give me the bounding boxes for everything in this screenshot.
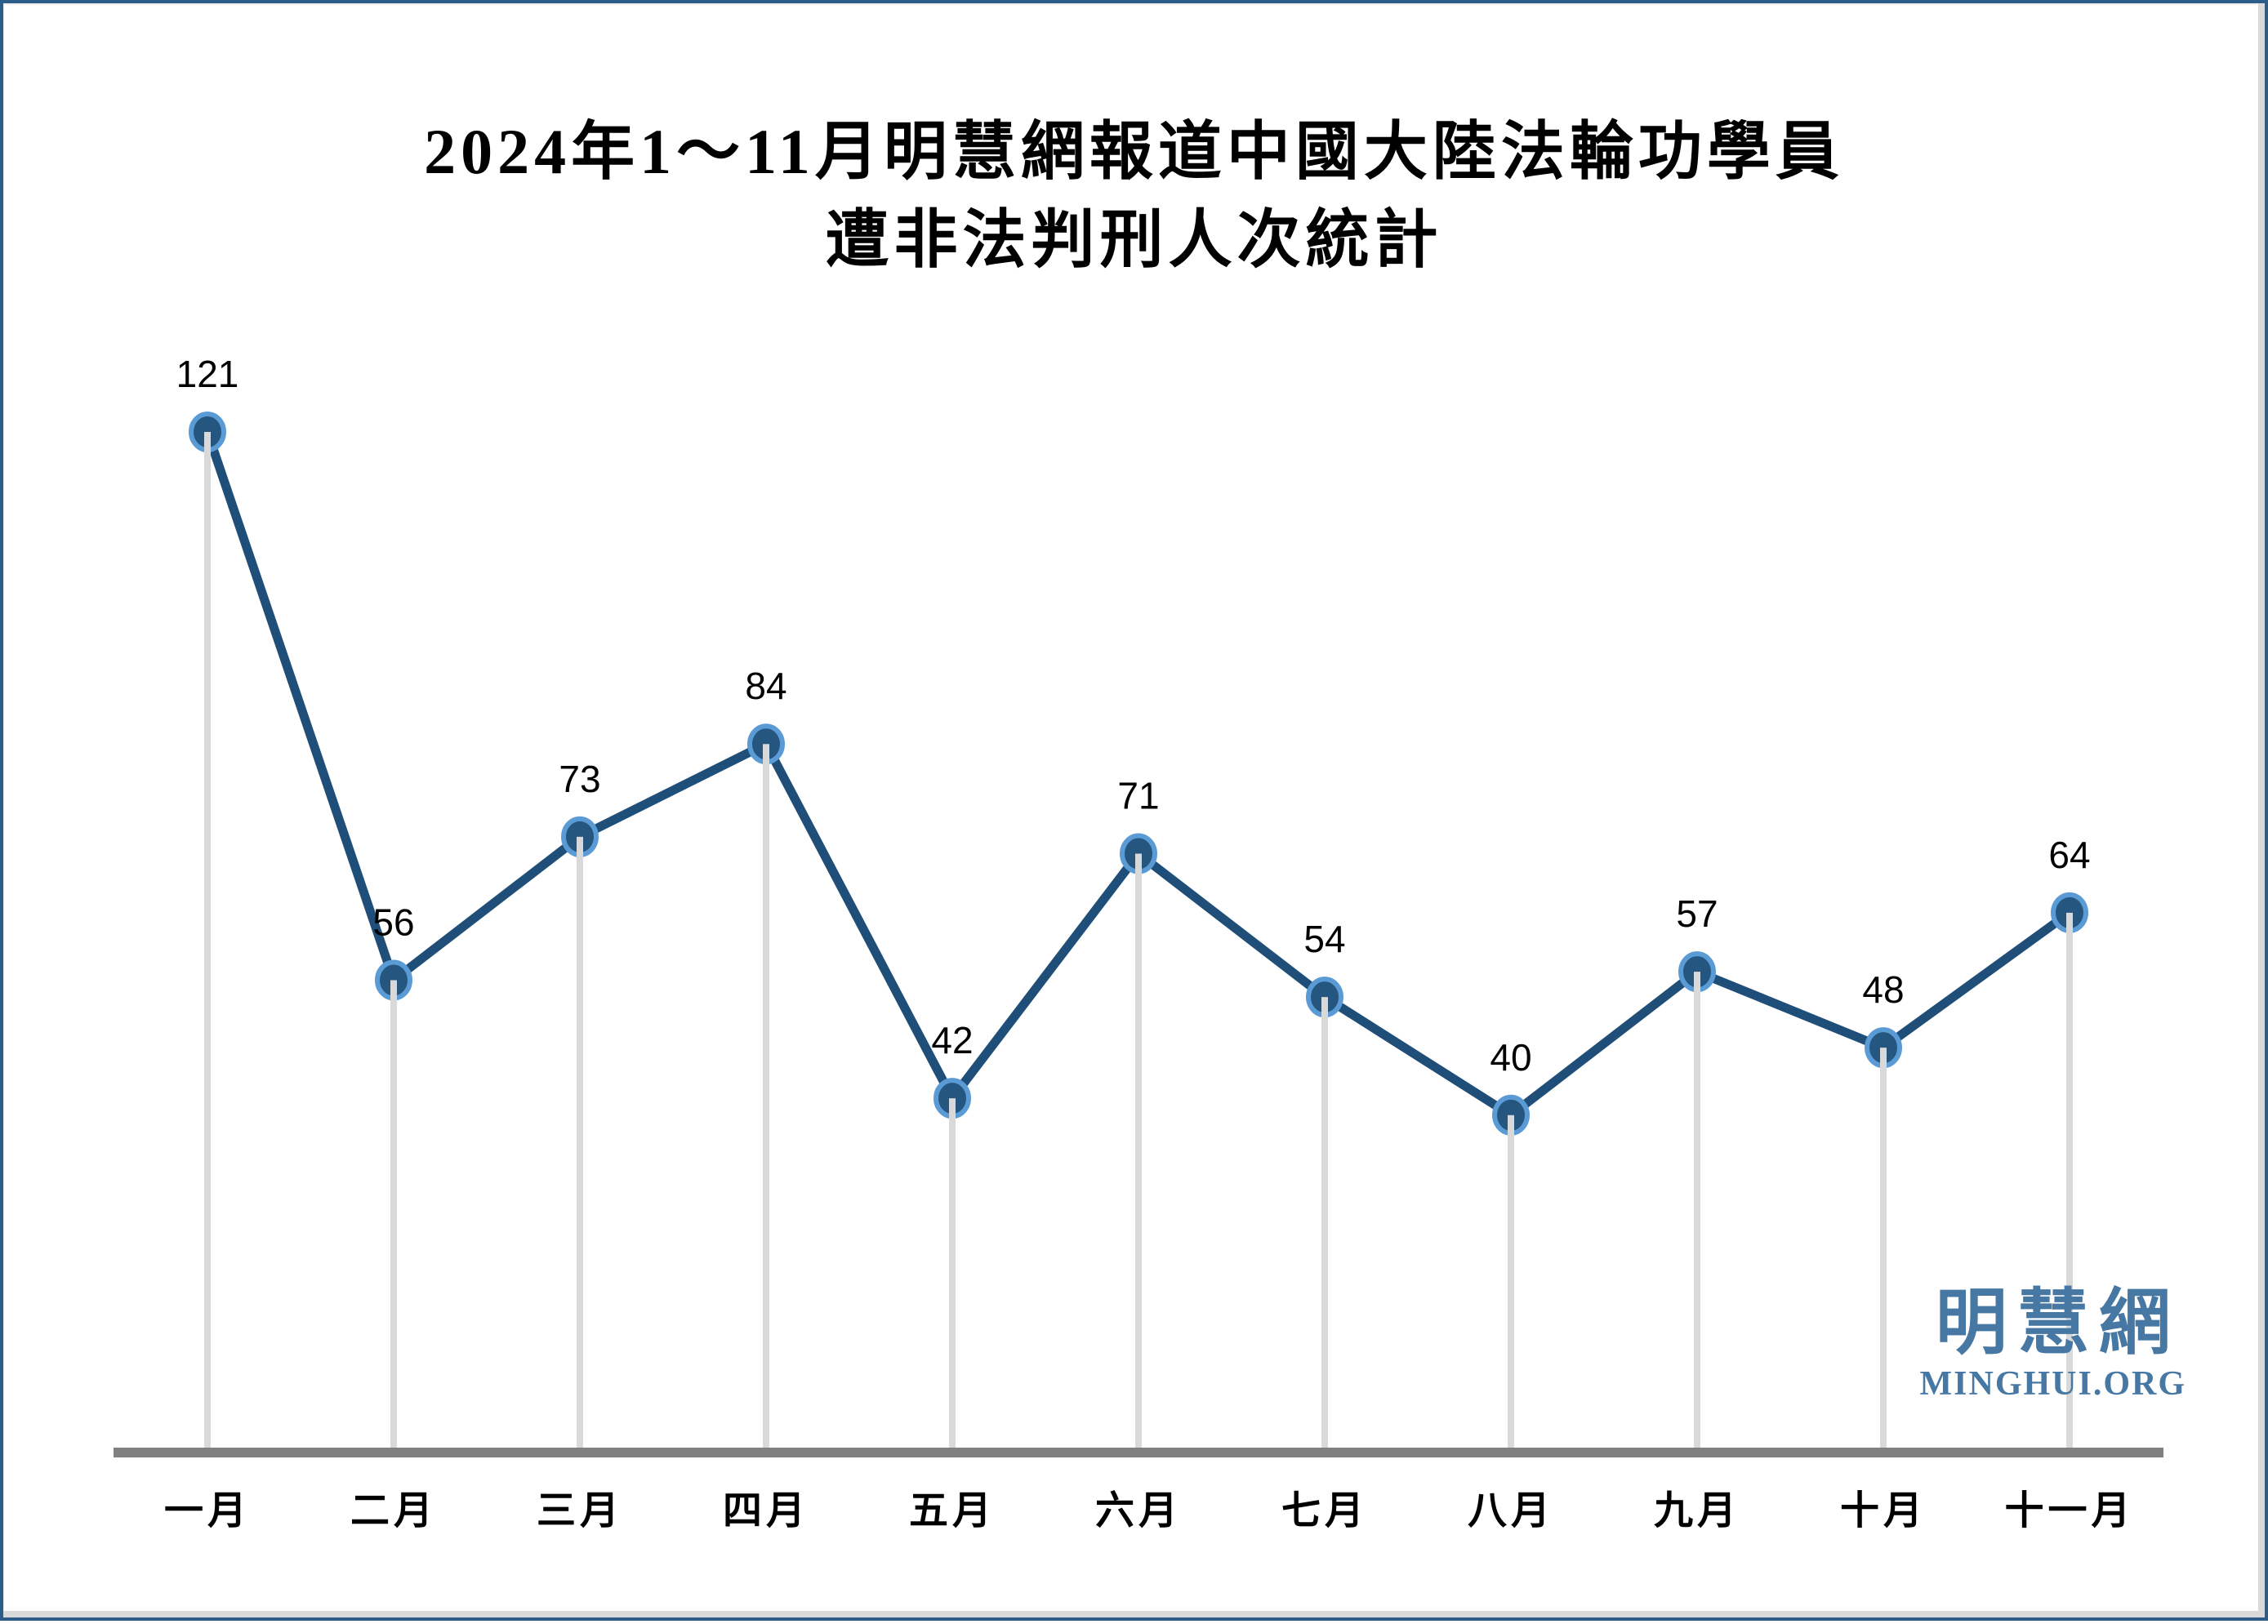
data-label: 57 — [1676, 892, 1718, 935]
chart-canvas: 2024年1～11月明慧網報道中國大陸法輪功學員 遭非法判刑人次統計 121 一月… — [3, 3, 2265, 1617]
data-label: 64 — [2048, 834, 2090, 876]
data-label: 121 — [176, 353, 239, 395]
data-label: 73 — [559, 758, 600, 800]
data-label: 54 — [1303, 918, 1345, 960]
chart-title-line2: 遭非法判刑人次統計 — [825, 204, 1443, 275]
minghui-logo-url: MINGHUI.ORG — [1919, 1365, 2186, 1403]
minghui-logo-chinese: 明慧網 — [1935, 1284, 2181, 1364]
minghui-logo: 明慧網 MINGHUI.ORG — [1919, 1284, 2187, 1404]
data-label: 56 — [372, 901, 414, 943]
x-axis-label: 十月 — [1840, 1489, 1927, 1533]
data-label: 71 — [1117, 775, 1159, 817]
line-chart: 121 一月 56 二月 73 三月 84 四月 42 五月 71 六月 54 七月 40 八月 57 九月 48 十… — [114, 353, 2163, 1533]
chart-title: 2024年1～11月明慧網報道中國大陸法輪功學員 遭非法判刑人次統計 — [3, 108, 2265, 284]
x-axis-label: 五月 — [909, 1489, 996, 1533]
chart-title-line1: 2024年1～11月明慧網報道中國大陸法輪功學員 — [424, 116, 1844, 187]
x-axis-label: 七月 — [1281, 1489, 1368, 1533]
x-axis-label: 一月 — [164, 1489, 251, 1533]
data-label: 40 — [1490, 1036, 1531, 1079]
x-axis-label: 八月 — [1468, 1489, 1554, 1533]
x-axis-label: 四月 — [723, 1489, 809, 1533]
data-label: 84 — [745, 665, 786, 707]
x-axis-label: 三月 — [537, 1489, 623, 1533]
x-axis-label: 二月 — [350, 1489, 437, 1533]
x-axis-label: 十一月 — [2004, 1489, 2134, 1533]
data-label: 42 — [931, 1019, 973, 1061]
x-axis-label: 九月 — [1654, 1489, 1740, 1533]
x-axis-label: 六月 — [1095, 1489, 1182, 1533]
data-label: 48 — [1862, 968, 1904, 1011]
